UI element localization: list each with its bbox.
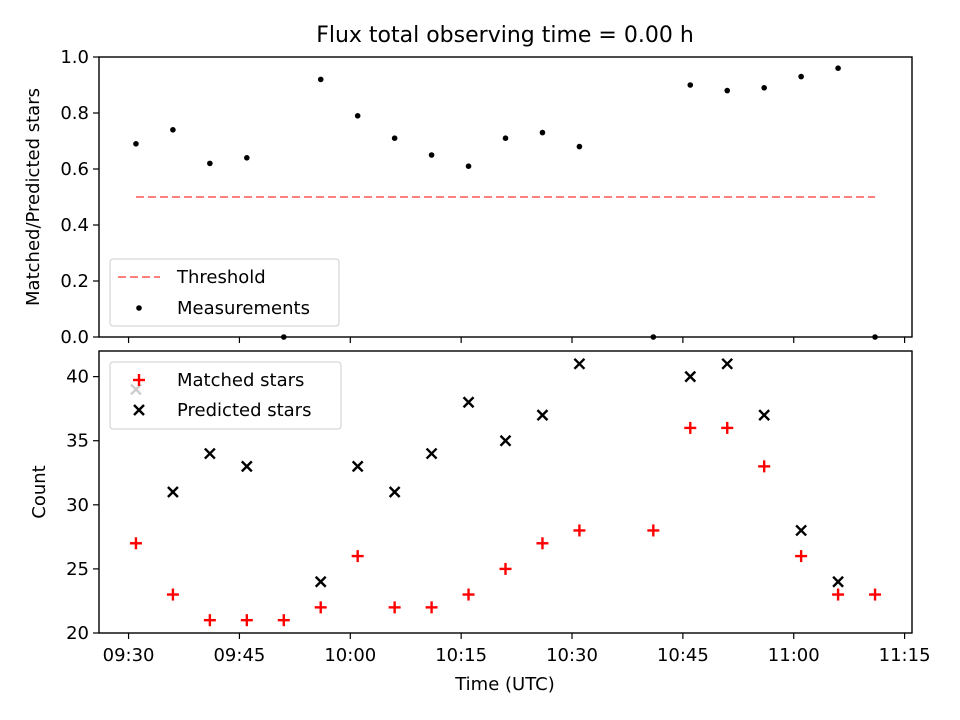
matched-star-point [647,524,660,537]
matched-star-point [462,588,475,601]
predicted-star-point [204,447,216,460]
matched-star-point [388,601,401,614]
measurement-point [502,135,509,141]
bottom-xtick-label: 09:45 [213,645,265,666]
measurement-point [207,160,213,167]
legend-matched-label: Matched stars [177,370,304,391]
predicted-star-point [832,575,844,588]
predicted-star-point [795,524,807,537]
matched-star-point [351,550,364,563]
bottom-panel-frame [98,350,913,634]
measurement-point [428,152,435,158]
bottom-legend-frame [109,361,342,430]
matched-star-point [832,588,845,601]
legend-predicted-label: Predicted stars [177,400,311,421]
measurement-point [391,135,398,141]
matched-star-point [721,421,734,434]
matched-star-point [795,550,808,563]
matched-star-point [203,614,216,627]
top-ytick-label: 0.4 [60,215,89,236]
top-panel-marks [133,65,878,340]
bottom-ytick-label: 35 [66,431,89,452]
measurement-point [170,127,176,133]
bottom-panel: 20 25 30 35 40 09:30 09:45 10:00 10:15 10:30 10:45… [29,350,931,695]
bottom-ytick-label: 20 [66,623,89,644]
matched-star-point [314,601,327,614]
top-ytick-label: 0.8 [60,103,89,124]
measurement-point [835,65,841,71]
matched-star-point [166,588,179,601]
matched-star-point [425,601,438,614]
bottom-ytick-label: 25 [66,559,89,580]
measurement-point [133,141,139,147]
matched-star-point [684,421,697,434]
predicted-star-point [536,409,549,421]
measurement-point [724,87,731,94]
measurement-point [317,76,324,83]
measurement-point [761,85,767,91]
bottom-xtick-label: 11:15 [879,645,931,666]
predicted-star-point [240,460,253,473]
bottom-legend: Matched stars Predicted stars [109,361,342,430]
predicted-star-point [425,447,438,460]
predicted-star-point [758,409,771,421]
matched-star-point [499,562,512,575]
measurement-point [244,155,250,161]
predicted-star-point [167,486,179,498]
matched-star-point [758,460,771,473]
top-ytick-label: 0.2 [60,271,89,292]
matched-star-point [869,588,882,601]
measurement-point [798,73,804,80]
matched-star-point [573,524,586,537]
bottom-panel-ylabel: Count [29,465,50,518]
top-ytick-label: 1.0 [60,47,89,68]
top-panel-frame [98,56,913,338]
top-legend: Threshold Measurements [109,258,340,327]
legend-matched-swatch [133,374,145,386]
bottom-panel-xlabel: Time (UTC) [454,674,555,695]
measurement-point [354,113,361,119]
matched-star-point [129,537,142,550]
bottom-xtick-label: 10:45 [657,645,709,666]
bottom-ytick-label: 30 [66,495,89,516]
chart-title: Flux total observing time = 0.00 h [316,23,694,48]
bottom-ytick-label: 40 [66,367,89,388]
predicted-star-point [388,486,401,498]
measurement-point [576,143,583,150]
matched-star-point [240,614,253,627]
measurement-point [687,82,694,88]
bottom-xtick-label: 11:00 [768,645,820,666]
legend-predicted-swatch [133,404,145,416]
predicted-star-point [351,460,364,473]
predicted-star-point [462,396,475,409]
top-panel: 0.0 0.2 0.4 0.6 0.8 1.0 Matched/Predicted sta… [23,47,913,348]
bottom-xtick-label: 09:30 [103,645,155,666]
top-ytick-label: 0.6 [60,159,89,180]
bottom-xtick-label: 10:00 [324,645,376,666]
predicted-star-point [721,357,734,370]
bottom-panel-axes: 20 25 30 35 40 09:30 09:45 10:00 10:15 10:30 10:45… [66,367,930,666]
predicted-star-point [573,357,586,370]
top-panel-ylabel: Matched/Predicted stars [23,88,44,306]
top-legend-frame [109,258,340,327]
matched-star-point [277,614,290,627]
bottom-xtick-label: 10:30 [546,645,598,666]
top-panel-axes: 0.0 0.2 0.4 0.6 0.8 1.0 [60,47,906,348]
predicted-star-point [499,434,512,447]
top-ytick-label: 0.0 [60,327,89,348]
predicted-star-point [314,575,327,588]
matched-star-point [536,537,549,550]
legend-measurements-swatch [136,305,142,311]
measurement-point [539,129,546,136]
legend-measurements-label: Measurements [177,298,310,319]
legend-threshold-label: Threshold [176,267,266,288]
bottom-xtick-label: 10:15 [435,645,487,666]
predicted-star-point [684,370,697,383]
measurement-point [465,163,472,169]
